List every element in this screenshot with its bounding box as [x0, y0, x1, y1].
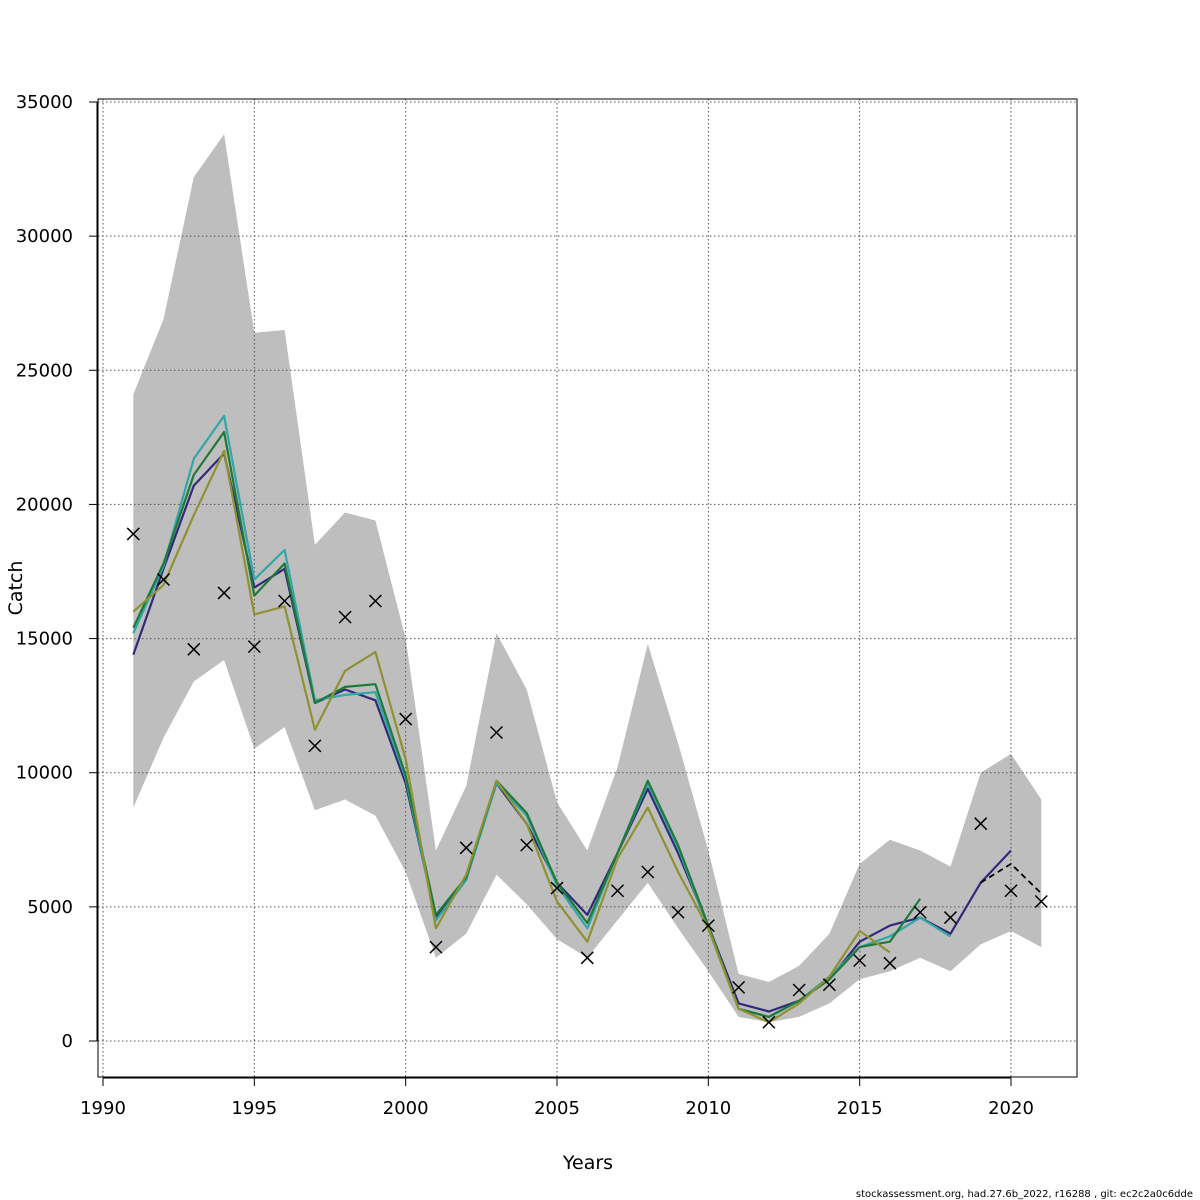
observation-point — [278, 594, 292, 608]
observation-point — [671, 905, 685, 919]
series-line-5 — [980, 863, 1042, 895]
observation-point — [732, 980, 746, 994]
y-tick-label: 0 — [62, 1031, 73, 1052]
plot-frame — [97, 98, 1078, 1078]
y-axis-title: Catch — [5, 561, 27, 616]
confidence-band-area — [133, 134, 1042, 1023]
observation-point — [1034, 894, 1048, 909]
observation-point — [308, 739, 322, 753]
observation-point — [822, 978, 836, 992]
x-axis: 1990 1995 2000 2005 2010 2015 2020 — [80, 1077, 1034, 1119]
observation-point — [1004, 884, 1018, 898]
observation-point — [853, 953, 867, 968]
observation-point — [641, 865, 655, 879]
x-tick-label: 2000 — [383, 1098, 429, 1119]
observation-point — [701, 919, 715, 933]
observation-point — [611, 884, 625, 898]
observation-point — [338, 610, 352, 624]
observation-point — [459, 841, 473, 855]
observation-point — [368, 594, 382, 608]
series-lines — [132, 414, 1042, 1024]
observation-point — [399, 712, 413, 726]
y-tick-label: 35000 — [16, 92, 73, 113]
series-line-4 — [132, 449, 891, 1024]
y-tick-label: 25000 — [16, 360, 73, 381]
x-tick-label: 2015 — [837, 1098, 883, 1119]
confidence-band — [133, 134, 1042, 1023]
y-tick-label: 5000 — [27, 897, 73, 918]
observations — [126, 527, 1048, 1029]
x-tick-label: 2020 — [988, 1098, 1034, 1119]
observation-point — [217, 586, 231, 600]
y-tick-label: 30000 — [16, 226, 73, 247]
x-tick-label: 2005 — [534, 1098, 580, 1119]
observation-point — [792, 983, 806, 997]
x-axis-title: Years — [562, 1152, 613, 1174]
observation-point — [974, 817, 988, 831]
y-axis: 0 5000 10000 15000 20000 25000 30000 35000 — [16, 92, 98, 1052]
series-line-3 — [132, 430, 922, 1019]
x-tick-label: 1990 — [80, 1098, 126, 1119]
series-line-1 — [132, 452, 1012, 1013]
observation-point — [883, 956, 897, 970]
observation-point — [520, 838, 534, 852]
observation-point — [550, 881, 564, 895]
footer-text: stockassessment.org, had.27.6b_2022, r16… — [856, 1189, 1193, 1200]
observation-point — [157, 573, 171, 587]
y-tick-label: 15000 — [16, 629, 73, 650]
observation-point — [247, 640, 261, 654]
y-tick-label: 20000 — [16, 494, 73, 515]
observation-point — [187, 642, 201, 656]
observation-point — [126, 527, 140, 541]
observation-point — [943, 911, 957, 925]
observation-point — [762, 1015, 776, 1029]
observation-point — [429, 940, 443, 954]
y-tick-label: 10000 — [16, 763, 73, 784]
x-tick-label: 2010 — [685, 1098, 731, 1119]
observation-point — [580, 951, 594, 965]
x-tick-label: 1995 — [231, 1098, 277, 1119]
observation-point — [913, 905, 927, 919]
observation-point — [489, 725, 503, 740]
